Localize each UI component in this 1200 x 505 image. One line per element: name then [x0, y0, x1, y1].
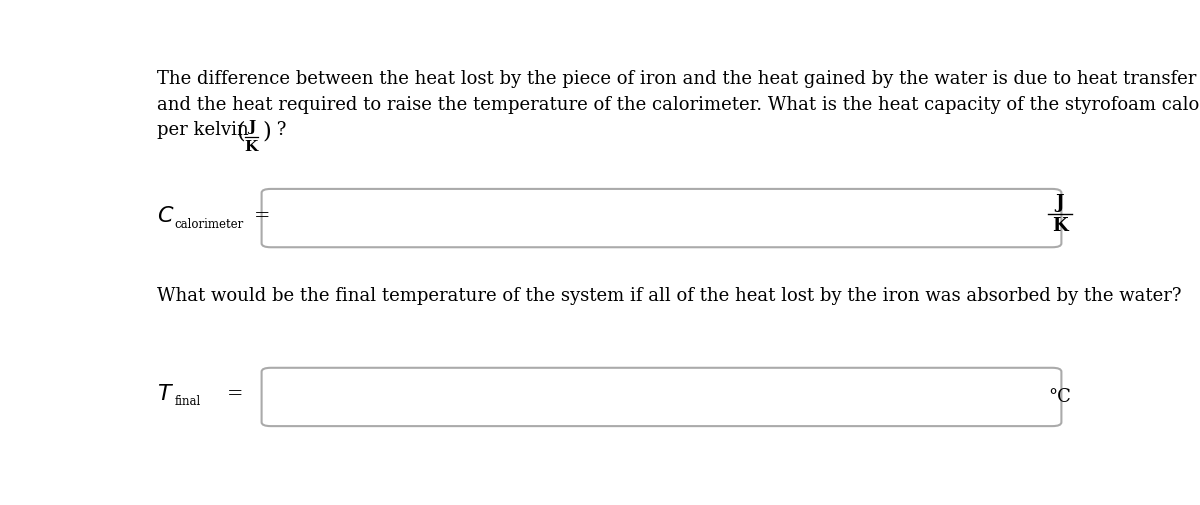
Text: J: J [1055, 194, 1063, 212]
Text: What would be the final temperature of the system if all of the heat lost by the: What would be the final temperature of t… [157, 287, 1182, 305]
Text: (: ( [236, 121, 245, 143]
Text: $\mathit{T}$: $\mathit{T}$ [157, 383, 174, 405]
Text: ?: ? [271, 121, 287, 139]
Text: per kelvin: per kelvin [157, 121, 254, 139]
Text: =: = [254, 207, 271, 225]
Text: =: = [227, 385, 244, 403]
Text: °C: °C [1048, 388, 1070, 406]
Text: The difference between the heat lost by the piece of iron and the heat gained by: The difference between the heat lost by … [157, 70, 1200, 88]
Text: K: K [1051, 217, 1067, 235]
Text: and the heat required to raise the temperature of the calorimeter. What is the h: and the heat required to raise the tempe… [157, 95, 1200, 114]
FancyBboxPatch shape [262, 368, 1062, 426]
FancyBboxPatch shape [262, 189, 1062, 247]
Text: K: K [245, 140, 258, 155]
Text: calorimeter: calorimeter [174, 218, 244, 231]
Text: $\mathit{C}$: $\mathit{C}$ [157, 205, 175, 227]
Text: ): ) [263, 121, 271, 143]
Text: J: J [247, 120, 254, 134]
Text: final: final [174, 395, 200, 408]
